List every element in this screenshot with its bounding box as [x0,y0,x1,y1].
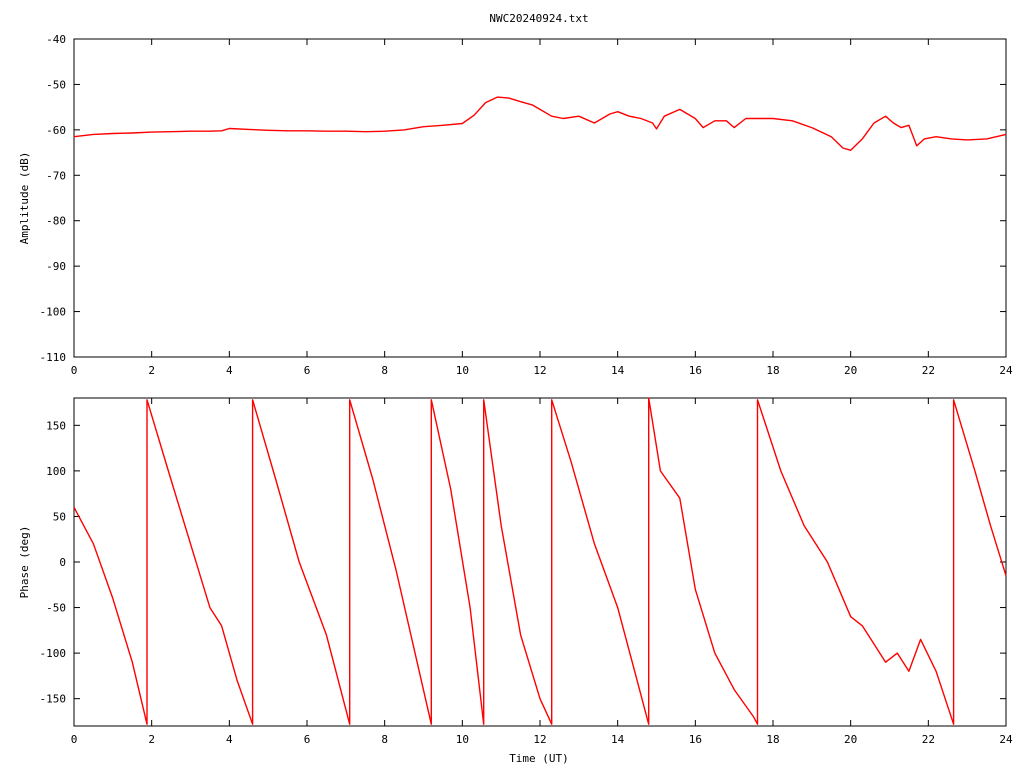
phase-panel: Phase (deg) Time (UT) 0 2 4 6 8 10 12 14 16 18 20 2… [18,397,1013,765]
phase-x-tick-label: 4 [226,733,233,746]
amplitude-x-tick-label: 4 [226,364,233,377]
phase-x-tick-label: 10 [456,733,469,746]
phase-y-tick-label: 0 [59,556,66,569]
phase-y-tick-label: -150 [40,693,67,706]
amplitude-y-tick-label: -50 [46,78,66,91]
amplitude-x-tick-label: 24 [999,364,1013,377]
phase-x-tick-label: 2 [148,733,155,746]
phase-y-tick-label: 150 [46,419,66,432]
phase-x-tick-label: 8 [381,733,388,746]
amplitude-x-tick-label: 10 [456,364,469,377]
phase-x-tick-label: 16 [689,733,702,746]
phase-x-tick-label: 6 [304,733,311,746]
phase-x-tick-label: 24 [999,733,1013,746]
amplitude-y-tick-label: -80 [46,215,66,228]
amplitude-x-tick-label: 16 [689,364,702,377]
amplitude-y-axis-label: Amplitude (dB) [18,152,31,245]
phase-x-tick-label: 12 [533,733,546,746]
phase-x-tick-label: 18 [766,733,779,746]
amplitude-y-tick-label: -90 [46,260,66,273]
phase-x-tick-label: 20 [844,733,857,746]
amplitude-x-tick-label: 22 [922,364,935,377]
amplitude-y-tick-label: -100 [40,306,67,319]
amplitude-panel: Amplitude (dB) 0 2 4 6 8 10 12 14 16 18 20 22 24-40-… [18,33,1013,377]
amplitude-y-tick-label: -40 [46,33,66,46]
amplitude-x-tick-label: 12 [533,364,546,377]
phase-x-axis-label: Time (UT) [509,752,569,765]
amplitude-y-tick-label: -110 [40,351,67,364]
amplitude-y-tick-label: -60 [46,124,66,137]
amplitude-x-tick-label: 8 [381,364,388,377]
amplitude-x-tick-label: 14 [611,364,625,377]
phase-x-tick-label: 14 [611,733,625,746]
phase-series-line [73,397,1007,725]
amplitude-x-tick-label: 6 [304,364,311,377]
phase-y-tick-label: 100 [46,465,66,478]
amplitude-x-tick-label: 2 [148,364,155,377]
phase-x-tick-label: 22 [922,733,935,746]
chart-title: NWC20240924.txt [489,12,588,25]
phase-y-tick-label: -100 [40,647,67,660]
phase-y-axis-label: Phase (deg) [18,526,31,599]
amplitude-series-line [73,96,1007,152]
phase-x-tick-label: 0 [71,733,78,746]
phase-y-tick-label: -50 [46,602,66,615]
amplitude-x-tick-label: 18 [766,364,779,377]
phase-y-tick-label: 50 [53,510,66,523]
amplitude-x-tick-label: 0 [71,364,78,377]
amplitude-y-tick-label: -70 [46,169,66,182]
amplitude-x-tick-label: 20 [844,364,857,377]
